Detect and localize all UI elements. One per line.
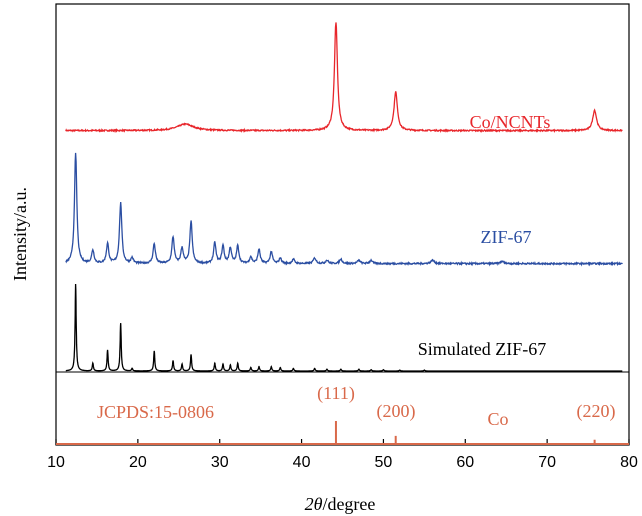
series-line [65,152,623,267]
plot-frame [55,3,630,446]
x-axis-symbol: 2θ [305,494,323,514]
reference-hkl-label: (200) [377,401,416,422]
x-tick-label: 30 [211,454,229,471]
series-label: Co/NCNTs [470,112,551,132]
reference-hkl-label: (111) [317,383,355,404]
series-line [65,22,623,134]
series-label: Simulated ZIF-67 [418,339,547,359]
x-tick-label: 60 [456,454,474,471]
y-axis-label: Intensity/a.u. [10,187,30,281]
x-axis-label: 2θ/degree [305,494,376,514]
x-tick-label: 80 [620,454,638,471]
x-axis-unit: /degree [322,494,375,514]
x-tick-label: 10 [47,454,65,471]
x-tick-label: 50 [375,454,393,471]
reference-card-label: JCPDS:15-0806 [97,402,214,422]
plot-area: 10 20 30 40 50 60 70 80 Co/NCNTs ZIF-67 Simulated … [47,3,638,471]
x-tick-label: 40 [293,454,311,471]
x-tick-label: 70 [538,454,556,471]
x-tick-label: 20 [129,454,147,471]
reference-hkl-label: (220) [577,401,616,422]
chart-text: Intensity/a.u. 2θ/degree [10,187,375,514]
series-line [65,283,623,372]
reference-phase-label: Co [487,409,508,429]
series-label: ZIF-67 [481,227,532,247]
